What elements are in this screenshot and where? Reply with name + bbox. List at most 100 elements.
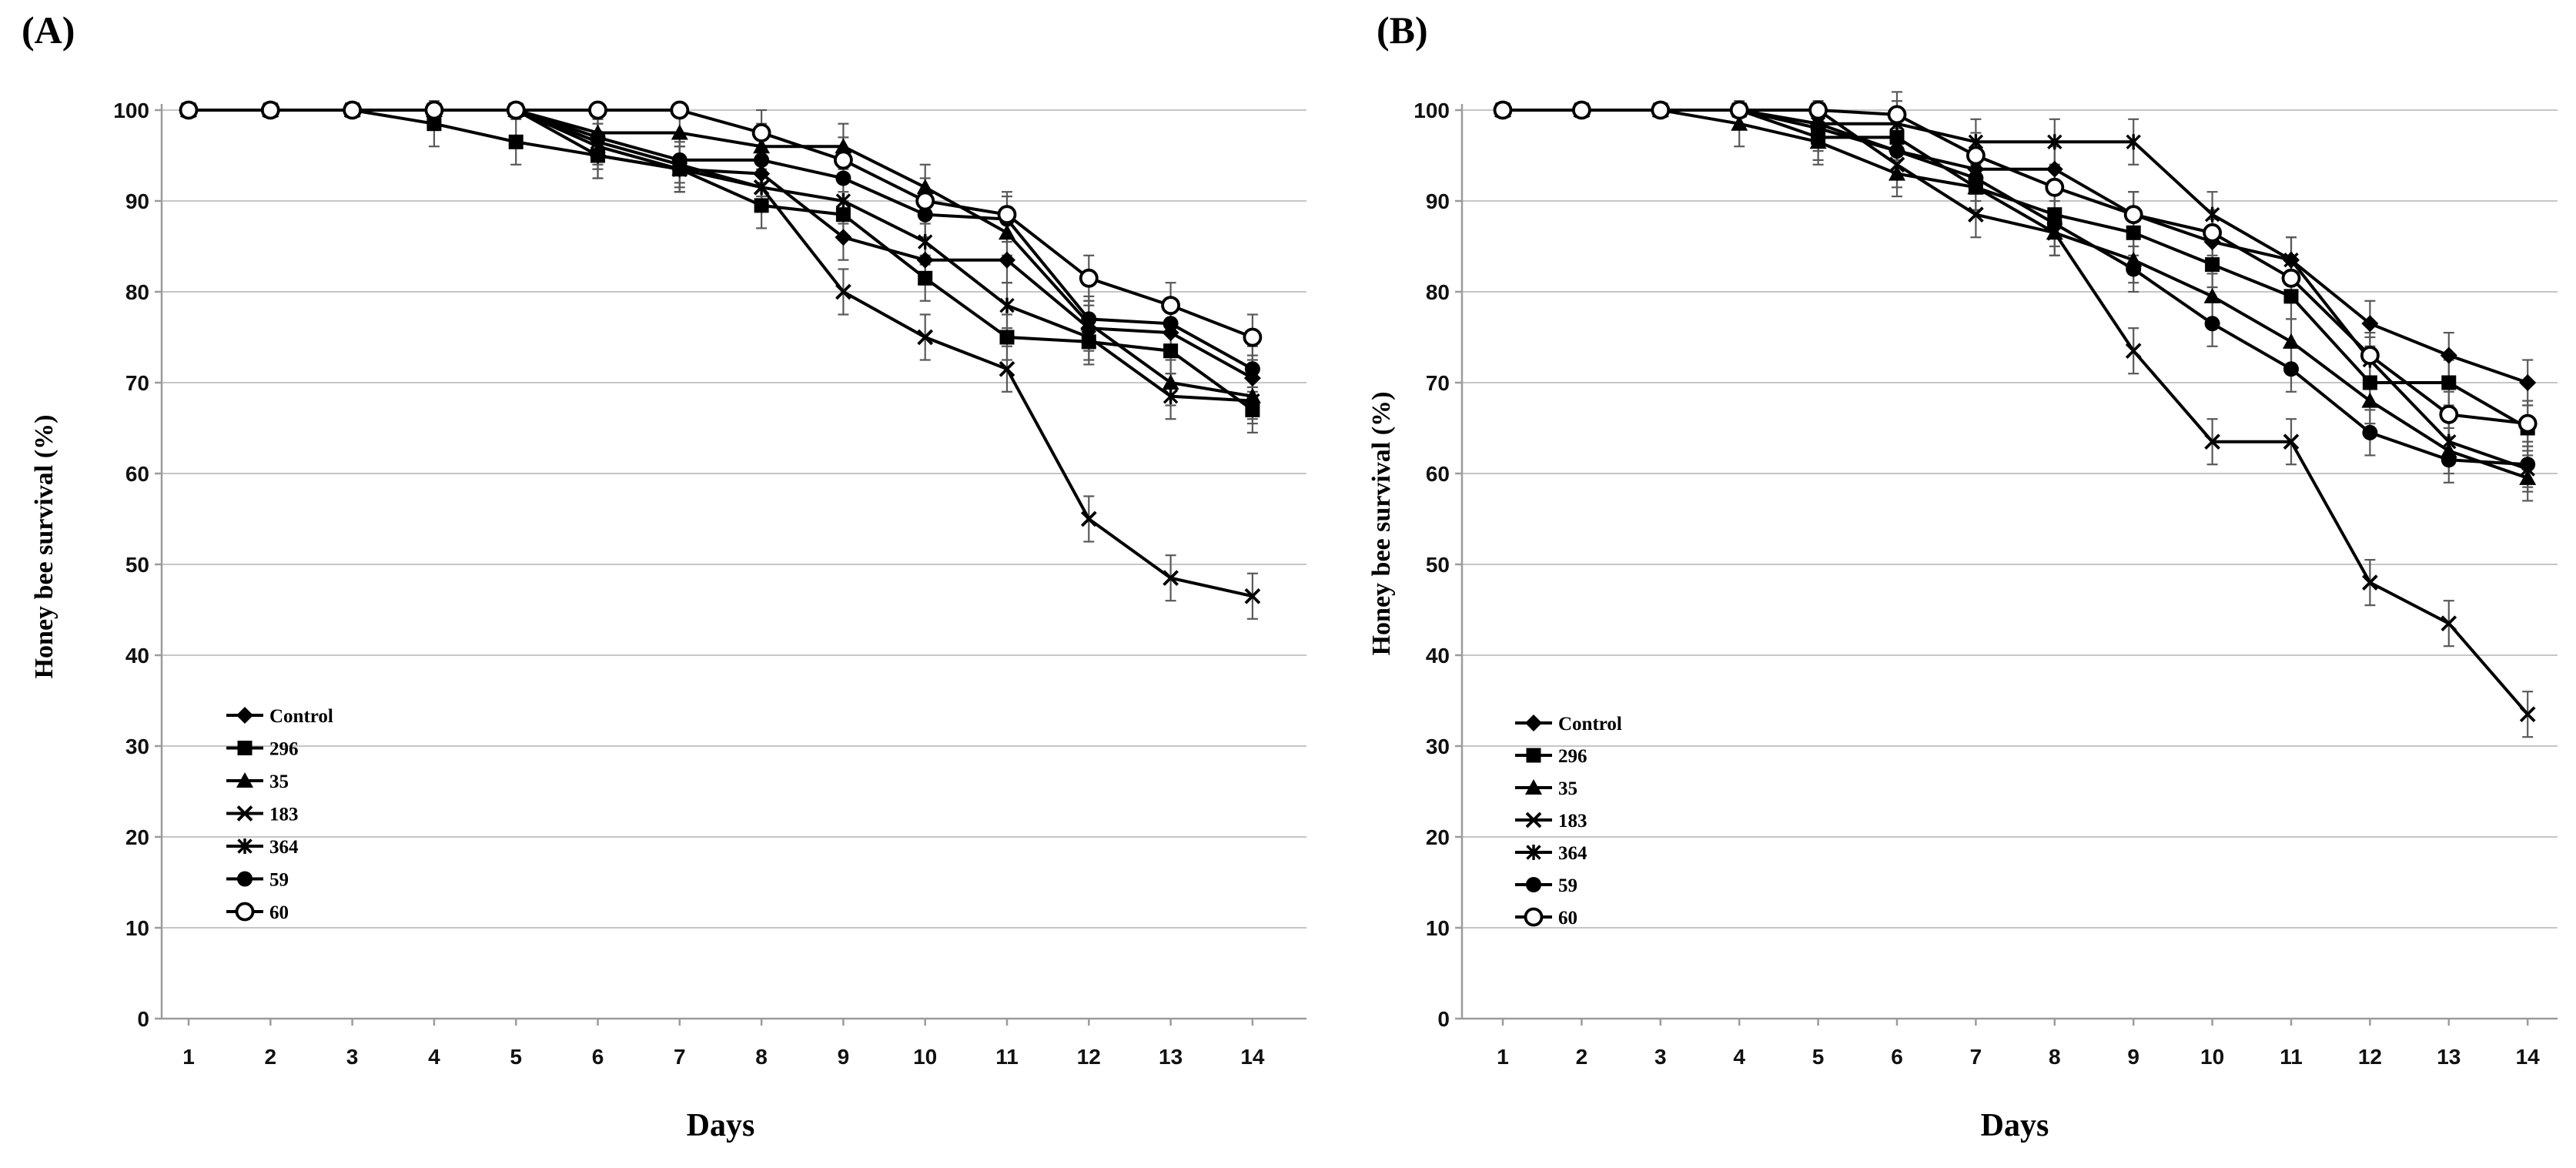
- svg-text:4: 4: [1733, 1045, 1745, 1069]
- panel-b-series-markers-364: [1495, 102, 2535, 477]
- panel-b-series-markers-59: [1495, 102, 2536, 473]
- panel-a-series-line-35: [189, 109, 1253, 398]
- x-axis-title-b: Days: [1980, 1108, 2049, 1143]
- panel-a-legend-label-183: 183: [269, 805, 299, 825]
- svg-text:12: 12: [1077, 1045, 1101, 1069]
- svg-text:40: 40: [1426, 644, 1450, 668]
- svg-text:4: 4: [428, 1045, 440, 1069]
- panel-a-series-markers-35: [180, 102, 1261, 403]
- svg-text:90: 90: [1426, 189, 1450, 213]
- svg-text:80: 80: [125, 280, 149, 304]
- panel-b-series-markers-183: [1494, 102, 2536, 723]
- panel-b-series-markers-296: [1495, 102, 2535, 436]
- svg-text:2: 2: [1576, 1045, 1588, 1069]
- svg-text:14: 14: [1240, 1045, 1265, 1069]
- svg-text:2: 2: [265, 1045, 277, 1069]
- svg-text:50: 50: [125, 553, 149, 577]
- panel-a-legend-label-60: 60: [269, 902, 289, 923]
- svg-text:9: 9: [2127, 1045, 2139, 1069]
- panel-b-series-markers-35: [1494, 102, 2537, 485]
- svg-text:100: 100: [113, 99, 149, 122]
- panel-a-series-line-60: [189, 109, 1253, 339]
- panel-a-series-markers-60: [179, 100, 1263, 347]
- panel-a-series-markers-296: [181, 102, 1260, 417]
- svg-text:11: 11: [995, 1045, 1019, 1069]
- svg-text:20: 20: [125, 825, 149, 849]
- panel-b-series-line-control: [1503, 109, 2528, 384]
- panel-b-gridlines: [1462, 109, 2558, 929]
- panel-a-legend-label-control: Control: [269, 706, 333, 727]
- panel-b-error-bars: [1734, 91, 2534, 738]
- svg-text:10: 10: [913, 1045, 937, 1069]
- panel-a-gridlines: [162, 109, 1306, 929]
- panel-b-series-markers-60: [1493, 100, 2538, 433]
- svg-text:3: 3: [346, 1045, 359, 1069]
- svg-text:60: 60: [1426, 462, 1450, 486]
- panel-b-legend-label-364: 364: [1558, 843, 1587, 864]
- panel-label-b: (B): [1377, 8, 1428, 52]
- svg-text:7: 7: [674, 1045, 686, 1069]
- panel-b-series-line-60: [1503, 109, 2528, 426]
- panel-b-legend-label-60: 60: [1558, 908, 1577, 929]
- svg-text:100: 100: [1413, 99, 1450, 122]
- svg-text:30: 30: [1426, 735, 1450, 758]
- panel-b-series-line-59: [1503, 109, 2528, 467]
- panel-a-legend-label-35: 35: [269, 771, 289, 792]
- svg-text:11: 11: [2280, 1045, 2303, 1069]
- svg-text:3: 3: [1654, 1045, 1667, 1069]
- svg-text:8: 8: [2049, 1045, 2061, 1069]
- svg-text:9: 9: [838, 1045, 850, 1069]
- svg-text:30: 30: [125, 735, 149, 758]
- panel-a-legend-label-296: 296: [269, 739, 299, 760]
- svg-text:5: 5: [1812, 1045, 1825, 1069]
- panel-a-series-line-296: [189, 109, 1254, 412]
- panel-b-series-line-35: [1503, 109, 2528, 480]
- svg-text:70: 70: [1426, 371, 1450, 395]
- svg-text:50: 50: [1426, 553, 1450, 577]
- panel-b-legend-label-control: Control: [1558, 714, 1622, 735]
- panel-b-series-markers-control: [1494, 102, 2537, 391]
- svg-text:1: 1: [182, 1045, 195, 1069]
- panel-a-series-markers-59: [181, 102, 1260, 377]
- panel-b-series-line-364: [1503, 109, 2528, 470]
- svg-text:40: 40: [125, 644, 149, 668]
- panel-label-a: (A): [22, 8, 75, 52]
- svg-text:6: 6: [592, 1045, 604, 1069]
- panel-b-legend: Control 296 35 183 364 59 60: [1515, 714, 1622, 929]
- panel-a-axes: [155, 104, 1306, 1026]
- svg-text:8: 8: [755, 1045, 768, 1069]
- svg-text:60: 60: [125, 462, 149, 486]
- svg-text:10: 10: [2200, 1045, 2224, 1069]
- svg-text:13: 13: [1159, 1045, 1183, 1069]
- panel-b-legend-label-35: 35: [1558, 778, 1577, 799]
- svg-text:0: 0: [1437, 1007, 1450, 1031]
- svg-text:5: 5: [510, 1045, 522, 1069]
- svg-text:90: 90: [125, 189, 149, 213]
- svg-text:10: 10: [1426, 916, 1450, 940]
- svg-text:70: 70: [125, 371, 149, 395]
- panel-a-legend-label-364: 364: [269, 837, 299, 858]
- svg-text:0: 0: [137, 1007, 149, 1031]
- panel-b-axes: [1455, 104, 2558, 1026]
- panel-b-legend-label-296: 296: [1558, 746, 1587, 767]
- svg-text:20: 20: [1426, 825, 1450, 849]
- svg-text:80: 80: [1426, 280, 1450, 304]
- svg-text:13: 13: [2437, 1045, 2461, 1069]
- panel-a-legend: Control 296 35 183 364 59 60: [226, 706, 333, 923]
- svg-text:1: 1: [1497, 1045, 1509, 1069]
- panel-a-series-markers-364: [181, 102, 1260, 409]
- svg-text:10: 10: [125, 916, 149, 940]
- panel-b-legend-label-59: 59: [1558, 875, 1577, 896]
- svg-text:12: 12: [2358, 1045, 2382, 1069]
- svg-text:6: 6: [1891, 1045, 1903, 1069]
- panel-b-legend-label-183: 183: [1558, 811, 1587, 832]
- panel-a-legend-label-59: 59: [269, 870, 289, 891]
- svg-text:7: 7: [1970, 1045, 1982, 1069]
- x-axis-title-a: Days: [686, 1108, 755, 1143]
- svg-text:14: 14: [2516, 1045, 2541, 1069]
